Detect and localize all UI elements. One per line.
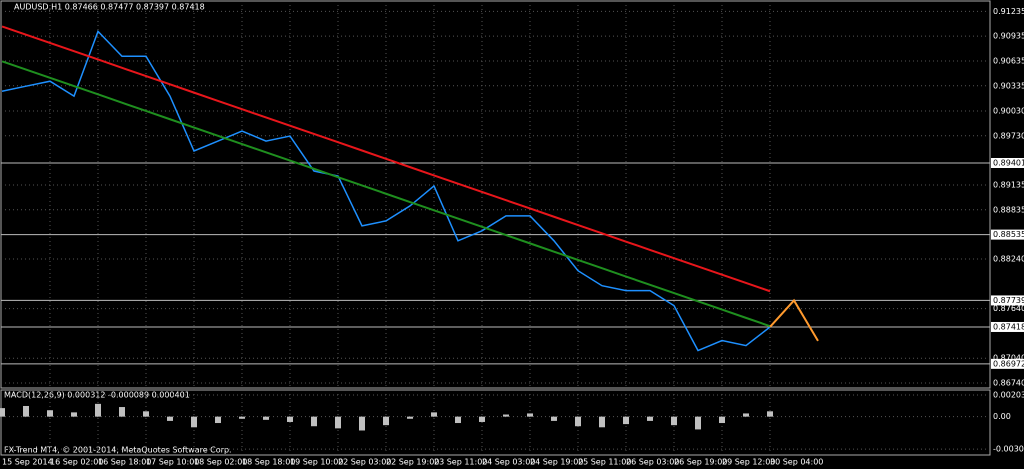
level-label-bg: [991, 358, 1024, 369]
macd-bar: [527, 413, 533, 417]
macd-bar: [311, 416, 317, 427]
x-tick-label: 30 Sep 04:00: [770, 458, 823, 467]
macd-bar: [623, 416, 629, 425]
macd-bar: [407, 416, 413, 419]
macd-bar: [719, 416, 725, 424]
x-tick-label: 18 Sep 02:00: [194, 458, 247, 467]
series-line: [1, 25, 771, 293]
x-tick-label: 29 Sep 12:00: [722, 458, 775, 467]
series-line: [1, 29, 771, 352]
y-tick-label: 0.89135: [993, 180, 1024, 189]
x-tick-label: 16 Sep 18:00: [98, 458, 151, 467]
macd-bar: [383, 416, 389, 426]
macd-bar: [143, 411, 149, 417]
x-tick-label: 26 Sep 19:00: [674, 458, 727, 467]
macd-bar: [0, 408, 5, 417]
macd-bar: [263, 416, 269, 420]
macd-bar: [359, 416, 365, 431]
x-tick-label: 22 Sep 03:00: [338, 458, 391, 467]
x-tick-label: 24 Sep 19:00: [530, 458, 583, 467]
y-tick-label: 0.90335: [993, 81, 1024, 90]
macd-bar: [695, 416, 701, 430]
macd-bar: [47, 410, 53, 417]
macd-bar: [767, 411, 773, 417]
x-tick-label: 23 Sep 11:00: [434, 458, 487, 467]
macd-bar: [431, 412, 437, 417]
macd-bar: [119, 407, 125, 417]
macd-bar: [671, 416, 677, 426]
y-tick-label: 0.91235: [993, 7, 1024, 16]
macd-bar: [191, 416, 197, 428]
macd-panel: [0, 389, 991, 456]
level-label: 0.86972: [993, 359, 1024, 368]
macd-label: MACD(12,26,9) 0.000312 -0.000089 0.00040…: [4, 391, 190, 400]
y-tick-label: 0.90935: [993, 32, 1024, 41]
macd-bar: [551, 416, 557, 421]
level-label-bg: [991, 157, 1024, 168]
series-line: [769, 298, 819, 342]
macd-bar: [287, 416, 293, 422]
macd-bar: [335, 416, 341, 429]
y-tick-label: 0.00: [993, 412, 1011, 421]
macd-bar: [575, 416, 581, 427]
copyright: FX-Trend MT4, © 2001-2014, MetaQuotes So…: [4, 446, 232, 455]
macd-bar: [23, 405, 29, 417]
macd-bar: [95, 403, 101, 417]
series-line: [1, 60, 771, 328]
chart-title: AUDUSD,H1 0.87466 0.87477 0.87397 0.8741…: [14, 3, 205, 12]
macd-bar: [455, 416, 461, 424]
y-tick-label: 0.88835: [993, 205, 1024, 214]
y-tick-label: 0.87040: [993, 354, 1024, 363]
level-label: 0.87418: [993, 322, 1024, 331]
x-tick-label: 19 Sep 10:00: [290, 458, 343, 467]
macd-bar: [479, 416, 485, 422]
level-label: 0.88535: [993, 230, 1024, 239]
y-tick-label: 0.86740: [993, 379, 1024, 388]
macd-bar: [215, 416, 221, 424]
x-tick-label: 17 Sep 10:00: [146, 458, 199, 467]
y-tick-label: 0.002036: [993, 390, 1024, 399]
x-tick-label: 18 Sep 18:00: [242, 458, 295, 467]
macd-bar: [239, 416, 245, 419]
y-tick-label: -0.00305: [993, 445, 1024, 454]
y-tick-label: 0.90030: [993, 106, 1024, 115]
macd-bar: [647, 416, 653, 421]
level-label: 0.87739: [993, 296, 1024, 305]
macd-bar: [743, 413, 749, 417]
price-panel: [0, 0, 991, 389]
level-label-bg: [991, 321, 1024, 332]
level-label-bg: [991, 295, 1024, 306]
x-tick-label: 22 Sep 19:00: [386, 458, 439, 467]
level-label: 0.89401: [993, 158, 1024, 167]
macd-bar: [167, 416, 173, 421]
macd-bar: [599, 416, 605, 428]
x-tick-label: 25 Sep 11:00: [578, 458, 631, 467]
x-tick-label: 24 Sep 03:00: [482, 458, 535, 467]
x-tick-label: 26 Sep 03:00: [626, 458, 679, 467]
y-tick-label: 0.89730: [993, 131, 1024, 140]
x-tick-label: 15 Sep 2014: [2, 458, 53, 467]
y-tick-label: 0.88240: [993, 255, 1024, 264]
x-tick-label: 16 Sep 02:00: [50, 458, 103, 467]
macd-bar: [503, 414, 509, 417]
level-label-bg: [991, 229, 1024, 240]
y-tick-label: 0.87640: [993, 304, 1024, 313]
y-tick-label: 0.90635: [993, 56, 1024, 65]
macd-bar: [71, 412, 77, 417]
